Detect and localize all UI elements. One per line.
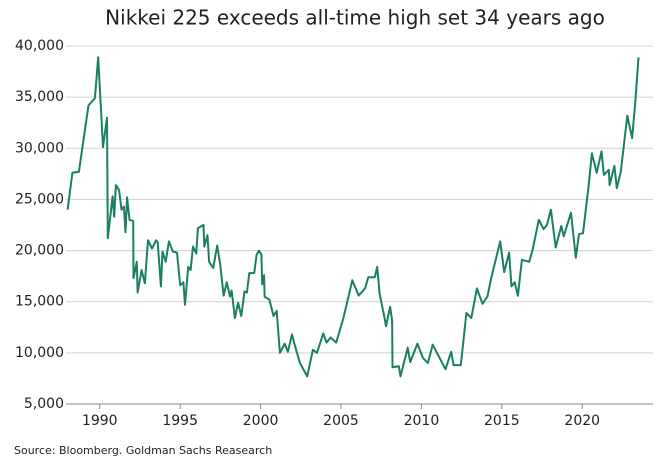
chart-title: Nikkei 225 exceeds all-time high set 34 … (105, 6, 605, 30)
y-tick-label: 5,000 (24, 396, 64, 412)
x-tick-label: 2015 (484, 413, 520, 429)
x-tick-label: 1995 (162, 413, 198, 429)
x-tick-label: 2020 (564, 413, 600, 429)
y-tick-label: 20,000 (15, 243, 64, 259)
y-tick-label: 35,000 (15, 89, 64, 105)
x-tick-label: 2010 (404, 413, 440, 429)
x-tick-label: 1990 (82, 413, 118, 429)
y-tick-label: 25,000 (15, 191, 64, 207)
x-tick-label: 2000 (243, 413, 279, 429)
y-tick-label: 15,000 (15, 294, 64, 310)
x-tick-label: 2005 (323, 413, 359, 429)
y-tick-label: 40,000 (15, 38, 64, 54)
price-line (66, 56, 640, 378)
y-tick-label: 10,000 (15, 345, 64, 361)
source-note: Source: Bloomberg. Goldman Sachs Reasear… (14, 444, 272, 457)
y-tick-label: 30,000 (15, 140, 64, 156)
